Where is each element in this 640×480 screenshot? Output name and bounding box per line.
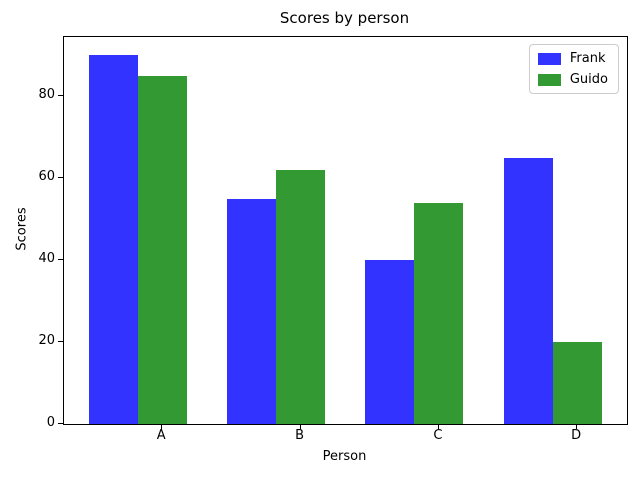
bar-frank-d [503,157,553,424]
y-tick-label-20: 20 [38,333,55,349]
legend-swatch-frank [537,52,561,65]
bar-frank-c [365,260,415,424]
x-axis-label: Person [322,449,367,464]
legend-swatch-guido [537,73,561,86]
legend-label-frank: Frank [569,51,606,66]
x-tick-label-d: D [571,428,582,443]
x-tick-b [299,425,301,429]
legend: Frank Guido [528,44,619,94]
chart-title: Scores by person [279,9,410,27]
bar-frank-a [88,55,138,424]
legend-item-frank: Frank [537,51,608,66]
x-tick-d [576,425,578,429]
bar-guido-a [137,75,187,424]
x-tick-label-a: A [156,428,166,443]
legend-item-guido: Guido [537,72,608,87]
legend-label-guido: Guido [569,72,608,87]
y-tick-label-40: 40 [38,251,55,267]
bar-frank-b [227,198,277,424]
x-tick-label-b: B [295,428,304,443]
y-tick-80 [58,94,63,96]
y-tick-label-80: 80 [38,87,55,103]
y-tick-20 [58,340,63,342]
y-tick-60 [58,176,63,178]
bar-guido-b [276,170,326,424]
y-tick-40 [58,258,63,260]
y-tick-0 [58,422,63,424]
bar-guido-c [414,202,464,424]
plot-area [63,36,628,425]
y-axis-label: Scores [14,207,30,251]
x-tick-label-c: C [433,428,443,443]
y-tick-label-60: 60 [38,169,55,185]
x-tick-a [161,425,163,429]
y-tick-label-0: 0 [46,415,55,430]
bar-guido-d [552,342,602,424]
x-tick-c [437,425,439,429]
